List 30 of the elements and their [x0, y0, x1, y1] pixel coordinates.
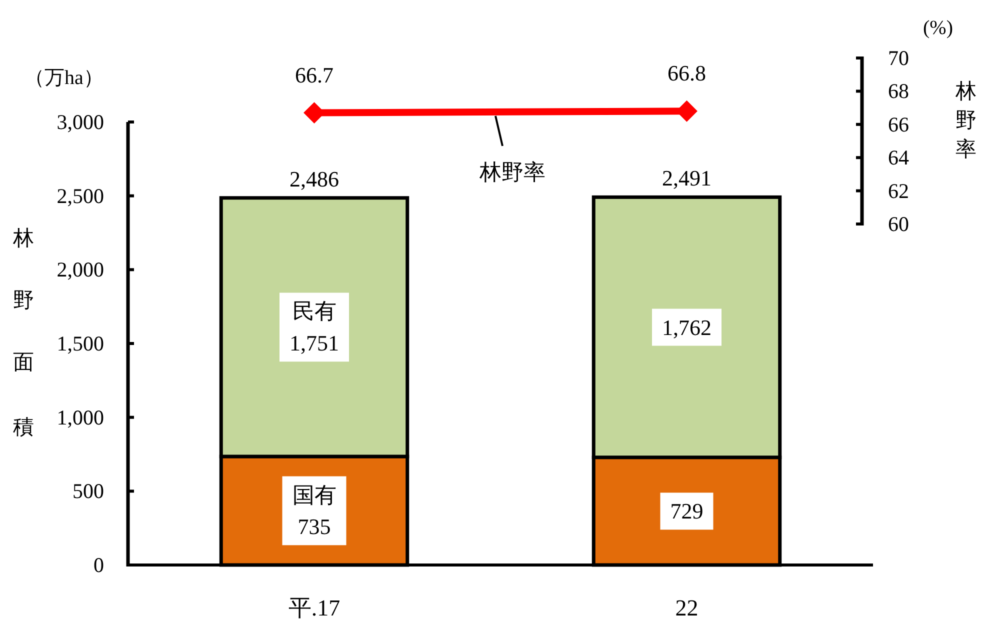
- y-tick-label: 0: [94, 553, 104, 577]
- y-axis-title: 林野面積: [12, 210, 36, 462]
- y-tick-label: 70: [888, 46, 909, 70]
- y-tick-label: 60: [888, 212, 909, 236]
- y-axis-title: 林野率: [956, 79, 976, 161]
- data-label: 735: [298, 514, 331, 540]
- y-tick-label: 62: [888, 178, 909, 203]
- total-label: 2,486: [290, 166, 339, 192]
- data-label: 1,762: [662, 314, 712, 340]
- data-label: 66.7: [295, 62, 334, 88]
- y-tick-label: 66: [888, 112, 909, 136]
- series-label: 林野率: [480, 159, 546, 184]
- y-tick-label: 68: [888, 79, 909, 104]
- x-tick-label: 22: [675, 596, 698, 619]
- data-label: 66.8: [668, 60, 706, 86]
- y-tick-label: 2,000: [56, 258, 104, 282]
- total-label: 2,491: [662, 166, 712, 191]
- y-tick-label: 64: [888, 146, 909, 170]
- data-label: 729: [670, 498, 704, 524]
- data-label: 1,751: [290, 330, 339, 356]
- y-tick-label: 1,500: [56, 332, 104, 356]
- y-tick-label: 3,000: [56, 110, 104, 134]
- annotation: (%): [923, 17, 953, 39]
- x-tick-label: 平.17: [288, 596, 340, 619]
- annotation: （万ha）: [24, 67, 104, 89]
- y-tick-label: 500: [72, 479, 104, 504]
- series-label: 国有: [292, 482, 336, 508]
- y-tick-label: 2,500: [56, 184, 104, 208]
- series-label: 民有: [292, 298, 336, 324]
- y-tick-label: 1,000: [56, 405, 104, 430]
